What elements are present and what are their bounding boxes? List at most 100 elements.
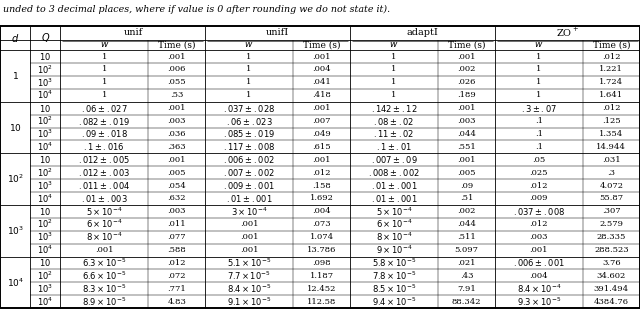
Text: $10^3$: $10^3$ xyxy=(37,76,53,89)
Text: .125: .125 xyxy=(602,117,621,125)
Text: .072: .072 xyxy=(168,272,186,280)
Text: $.037 \pm .008$: $.037 \pm .008$ xyxy=(513,206,565,217)
Text: $10$: $10$ xyxy=(40,206,51,217)
Text: $w$: $w$ xyxy=(244,40,254,49)
Text: 1.354: 1.354 xyxy=(599,130,623,138)
Text: $5 \times 10^{-4}$: $5 \times 10^{-4}$ xyxy=(376,205,412,218)
Text: $6.6 \times 10^{-5}$: $6.6 \times 10^{-5}$ xyxy=(82,270,127,282)
Text: 55.87: 55.87 xyxy=(599,195,623,203)
Text: $10^2$: $10^2$ xyxy=(37,218,53,230)
Text: .003: .003 xyxy=(168,207,186,215)
Text: .1: .1 xyxy=(535,117,543,125)
Text: .09: .09 xyxy=(460,182,473,190)
Text: $9.4 \times 10^{-5}$: $9.4 \times 10^{-5}$ xyxy=(372,296,416,308)
Text: 14.944: 14.944 xyxy=(596,143,627,151)
Text: .53: .53 xyxy=(170,91,184,99)
Text: .009: .009 xyxy=(530,195,548,203)
Text: .001: .001 xyxy=(95,246,113,254)
Text: .771: .771 xyxy=(167,285,186,293)
Text: .001: .001 xyxy=(457,104,476,112)
Text: $10$: $10$ xyxy=(40,154,51,165)
Text: $.037 \pm .028$: $.037 \pm .028$ xyxy=(223,103,275,114)
Text: $.01 \pm .003$: $.01 \pm .003$ xyxy=(81,193,128,204)
Text: $10^4$: $10^4$ xyxy=(37,89,54,101)
Text: 391.494: 391.494 xyxy=(594,285,629,293)
Text: $9.1 \times 10^{-5}$: $9.1 \times 10^{-5}$ xyxy=(227,296,271,308)
Text: $10^2$: $10^2$ xyxy=(37,270,53,282)
Text: 112.58: 112.58 xyxy=(307,298,336,306)
Text: $.01 \pm .001$: $.01 \pm .001$ xyxy=(371,180,417,191)
Text: $8 \times 10^{-4}$: $8 \times 10^{-4}$ xyxy=(86,231,123,243)
Text: 1: 1 xyxy=(246,91,252,99)
Text: 1: 1 xyxy=(536,65,541,74)
Text: .363: .363 xyxy=(168,143,186,151)
Text: .001: .001 xyxy=(312,53,331,61)
Text: .158: .158 xyxy=(312,182,331,190)
Text: 1: 1 xyxy=(391,65,397,74)
Text: .012: .012 xyxy=(530,182,548,190)
Text: .615: .615 xyxy=(312,143,331,151)
Text: .588: .588 xyxy=(167,246,186,254)
Text: Time (s): Time (s) xyxy=(158,40,195,49)
Text: 4.83: 4.83 xyxy=(167,298,186,306)
Text: $10^2$: $10^2$ xyxy=(37,115,53,127)
Text: .012: .012 xyxy=(312,169,331,177)
Text: $.08 \pm .02$: $.08 \pm .02$ xyxy=(373,116,415,126)
Text: .012: .012 xyxy=(530,220,548,228)
Text: $3 \times 10^{-4}$: $3 \times 10^{-4}$ xyxy=(231,205,268,218)
Text: 34.602: 34.602 xyxy=(596,272,626,280)
Text: $.008 \pm .002$: $.008 \pm .002$ xyxy=(368,167,420,178)
Text: $8.3 \times 10^{-5}$: $8.3 \times 10^{-5}$ xyxy=(82,282,127,295)
Text: $7.7 \times 10^{-5}$: $7.7 \times 10^{-5}$ xyxy=(227,270,271,282)
Text: .005: .005 xyxy=(457,169,476,177)
Text: $w$: $w$ xyxy=(534,40,543,49)
Text: 1: 1 xyxy=(391,91,397,99)
Text: $Q$: $Q$ xyxy=(41,31,50,44)
Text: .001: .001 xyxy=(168,104,186,112)
Text: 1: 1 xyxy=(102,53,107,61)
Text: $.007 \pm .002$: $.007 \pm .002$ xyxy=(223,167,275,178)
Text: 4384.76: 4384.76 xyxy=(594,298,629,306)
Text: $.085 \pm .019$: $.085 \pm .019$ xyxy=(223,128,275,139)
Text: $10^2$: $10^2$ xyxy=(37,63,53,76)
Text: $10$: $10$ xyxy=(40,103,51,114)
Text: 4.072: 4.072 xyxy=(599,182,623,190)
Text: .307: .307 xyxy=(602,207,621,215)
Text: $10^4$: $10^4$ xyxy=(6,276,24,289)
Text: Time (s): Time (s) xyxy=(593,40,630,49)
Text: .632: .632 xyxy=(168,195,186,203)
Text: unded to 3 decimal places, where if value is 0 after rounding we do not state it: unded to 3 decimal places, where if valu… xyxy=(3,5,390,14)
Text: .189: .189 xyxy=(457,91,476,99)
Text: $5 \times 10^{-4}$: $5 \times 10^{-4}$ xyxy=(86,205,123,218)
Text: $9.3 \times 10^{-5}$: $9.3 \times 10^{-5}$ xyxy=(516,296,561,308)
Text: .055: .055 xyxy=(168,78,186,86)
Text: .001: .001 xyxy=(240,233,259,241)
Text: .001: .001 xyxy=(168,53,186,61)
Text: .001: .001 xyxy=(457,53,476,61)
Text: 5.097: 5.097 xyxy=(454,246,479,254)
Text: $10^3$: $10^3$ xyxy=(6,224,24,237)
Text: $.011 \pm .004$: $.011 \pm .004$ xyxy=(78,180,131,191)
Text: 1: 1 xyxy=(536,91,541,99)
Text: $10^4$: $10^4$ xyxy=(37,192,54,205)
Text: .098: .098 xyxy=(312,259,331,267)
Text: $.006 \pm .001$: $.006 \pm .001$ xyxy=(513,257,565,268)
Text: .003: .003 xyxy=(168,117,186,125)
Text: $.01 \pm .001$: $.01 \pm .001$ xyxy=(371,193,417,204)
Text: 13.786: 13.786 xyxy=(307,246,336,254)
Text: .51: .51 xyxy=(460,195,473,203)
Text: .001: .001 xyxy=(312,156,331,164)
Text: .011: .011 xyxy=(168,220,186,228)
Text: .041: .041 xyxy=(312,78,331,86)
Text: unifI: unifI xyxy=(266,28,289,37)
Text: .1: .1 xyxy=(535,143,543,151)
Text: $.007 \pm .09$: $.007 \pm .09$ xyxy=(371,154,417,165)
Text: $10^3$: $10^3$ xyxy=(37,128,53,140)
Text: $5.8 \times 10^{-5}$: $5.8 \times 10^{-5}$ xyxy=(372,257,416,269)
Text: .003: .003 xyxy=(530,233,548,241)
Text: $6 \times 10^{-4}$: $6 \times 10^{-4}$ xyxy=(86,218,123,230)
Text: $8.4 \times 10^{-4}$: $8.4 \times 10^{-4}$ xyxy=(516,282,561,295)
Text: .012: .012 xyxy=(602,53,621,61)
Text: $.082 \pm .019$: $.082 \pm .019$ xyxy=(78,116,131,126)
Text: .001: .001 xyxy=(240,246,259,254)
